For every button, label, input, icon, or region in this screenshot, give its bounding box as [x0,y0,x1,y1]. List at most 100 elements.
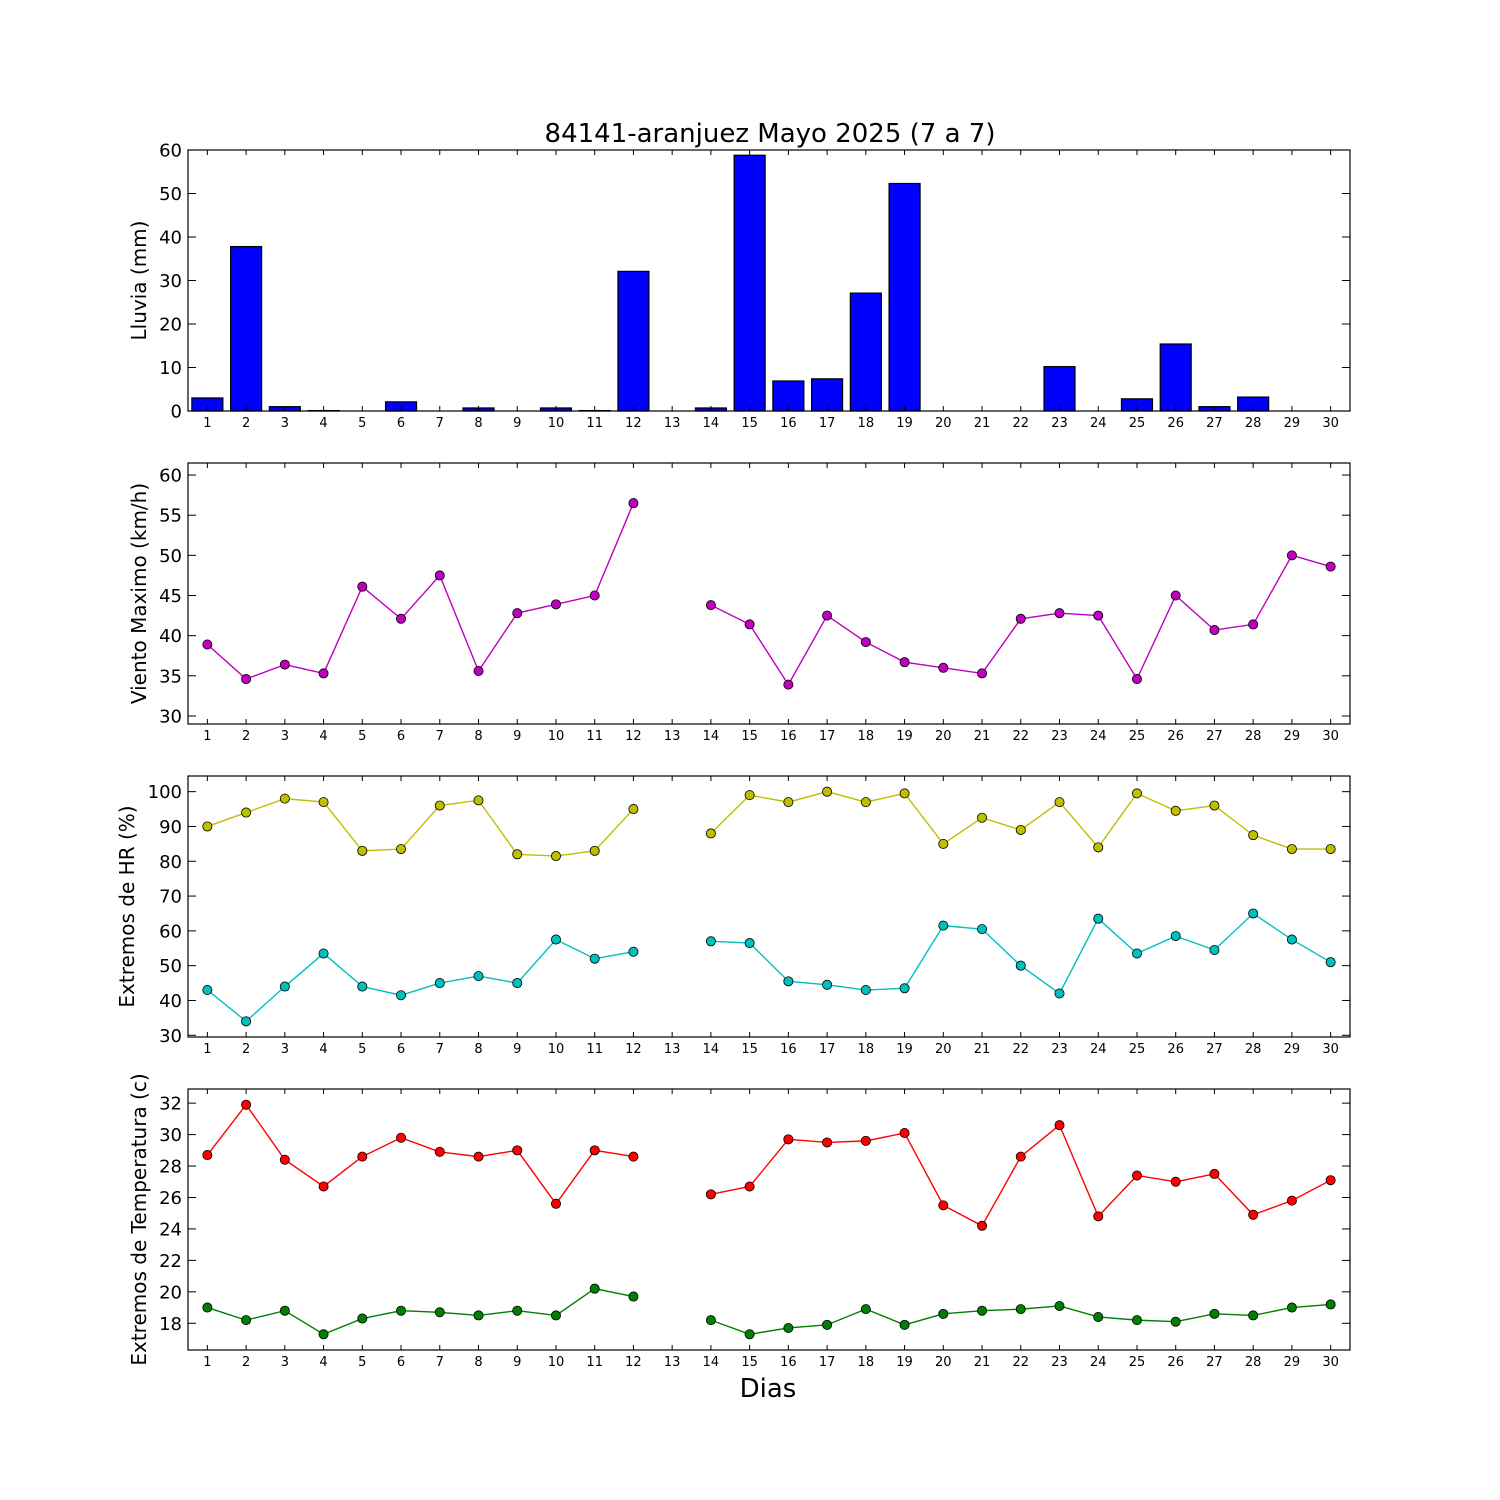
data-point [860,1135,871,1146]
y-axis-label: Extremos de Temperatura (c) [127,1073,151,1365]
data-point [1054,1120,1065,1131]
plot-frame [187,775,1351,1038]
data-point [434,978,445,989]
x-tick-label: 5 [358,416,366,431]
y-tick-label: 22 [159,1251,182,1272]
data-point [241,1315,252,1326]
y-tick-label: 20 [159,315,182,336]
data-point [783,976,794,987]
x-tick-label: 6 [397,729,405,744]
data-point [938,838,949,849]
x-tick-label: 17 [819,416,836,431]
data-point [589,590,600,601]
data-point [434,1307,445,1318]
y-tick-label: 45 [159,586,182,607]
data-point [1131,1170,1142,1181]
x-tick-label: 28 [1245,416,1262,431]
data-point [1015,1304,1026,1315]
x-tick-label: 24 [1090,416,1107,431]
y-tick-label: 50 [159,546,182,567]
x-tick-label: 27 [1206,416,1223,431]
data-point [1093,913,1104,924]
data-point [512,608,523,619]
data-point [1170,590,1181,601]
data-point [1325,1299,1336,1310]
data-point [1286,550,1297,561]
data-point [1170,805,1181,816]
x-tick-label: 27 [1206,1355,1223,1370]
x-tick-label: 13 [664,416,681,431]
data-point [589,845,600,856]
x-tick-label: 21 [974,416,991,431]
x-tick-label: 18 [858,729,875,744]
x-tick-label: 24 [1090,1355,1107,1370]
y-tick-label: 30 [159,271,182,292]
x-tick-label: 13 [664,1355,681,1370]
data-point [1248,619,1259,630]
x-tick-label: 6 [397,1042,405,1057]
data-point [202,1302,213,1313]
data-point [589,1283,600,1294]
y-tick-label: 30 [159,1026,182,1047]
x-tick-label: 7 [436,416,444,431]
data-point [1209,945,1220,956]
data-point [1054,608,1065,619]
data-point [705,828,716,839]
data-point [860,985,871,996]
plot-frame [187,462,1351,725]
data-point [977,812,988,823]
data-point [1325,844,1336,855]
panel-2: 1 2 3 4 5 6 7 8 9 10 11 12 13 14 15 16 17 18 19 20 21 22 23 24 2… [127,462,1351,744]
x-tick-label: 8 [474,1355,482,1370]
data-point [241,1016,252,1027]
x-tick-label: 3 [281,1042,289,1057]
y-tick-label: 18 [159,1314,182,1335]
x-tick-label: 11 [586,729,603,744]
x-tick-label: 29 [1284,1042,1301,1057]
x-tick-label: 3 [281,729,289,744]
data-point [899,788,910,799]
data-point [550,1310,561,1321]
data-point [512,1305,523,1316]
x-tick-label: 11 [586,1355,603,1370]
bar [849,292,882,412]
x-tick-label: 6 [397,416,405,431]
x-tick-label: 13 [664,1042,681,1057]
data-point [1209,1308,1220,1319]
x-tick-label: 12 [625,416,642,431]
data-point [241,1099,252,1110]
x-tick-label: 5 [358,1355,366,1370]
data-point [1248,1310,1259,1321]
data-point [396,990,407,1001]
x-tick-label: 25 [1129,729,1146,744]
data-point [279,793,290,804]
data-point [396,844,407,855]
data-point [977,1305,988,1316]
x-tick-label: 12 [625,1042,642,1057]
bar [1043,366,1076,412]
x-tick-label: 16 [780,729,797,744]
y-tick-label: 32 [159,1094,182,1115]
data-point [744,619,755,630]
x-tick-label: 19 [896,1042,913,1057]
x-tick-label: 29 [1284,416,1301,431]
x-tick-label: 1 [203,1042,211,1057]
x-tick-label: 8 [474,729,482,744]
x-tick-label: 3 [281,1355,289,1370]
y-tick-label: 50 [159,184,182,205]
x-tick-label: 10 [548,729,565,744]
data-point [783,1134,794,1145]
x-tick-label: 9 [513,1355,521,1370]
x-tick-label: 30 [1322,1042,1339,1057]
y-axis-label: Lluvia (mm) [127,221,151,341]
y-tick-label: 10 [159,358,182,379]
x-tick-label: 29 [1284,729,1301,744]
y-tick-label: 70 [159,887,182,908]
x-tick-label: 18 [858,416,875,431]
bar [230,245,263,412]
data-point [357,981,368,992]
data-point [1325,957,1336,968]
bar [811,378,844,412]
data-point [1093,610,1104,621]
data-point [241,674,252,685]
